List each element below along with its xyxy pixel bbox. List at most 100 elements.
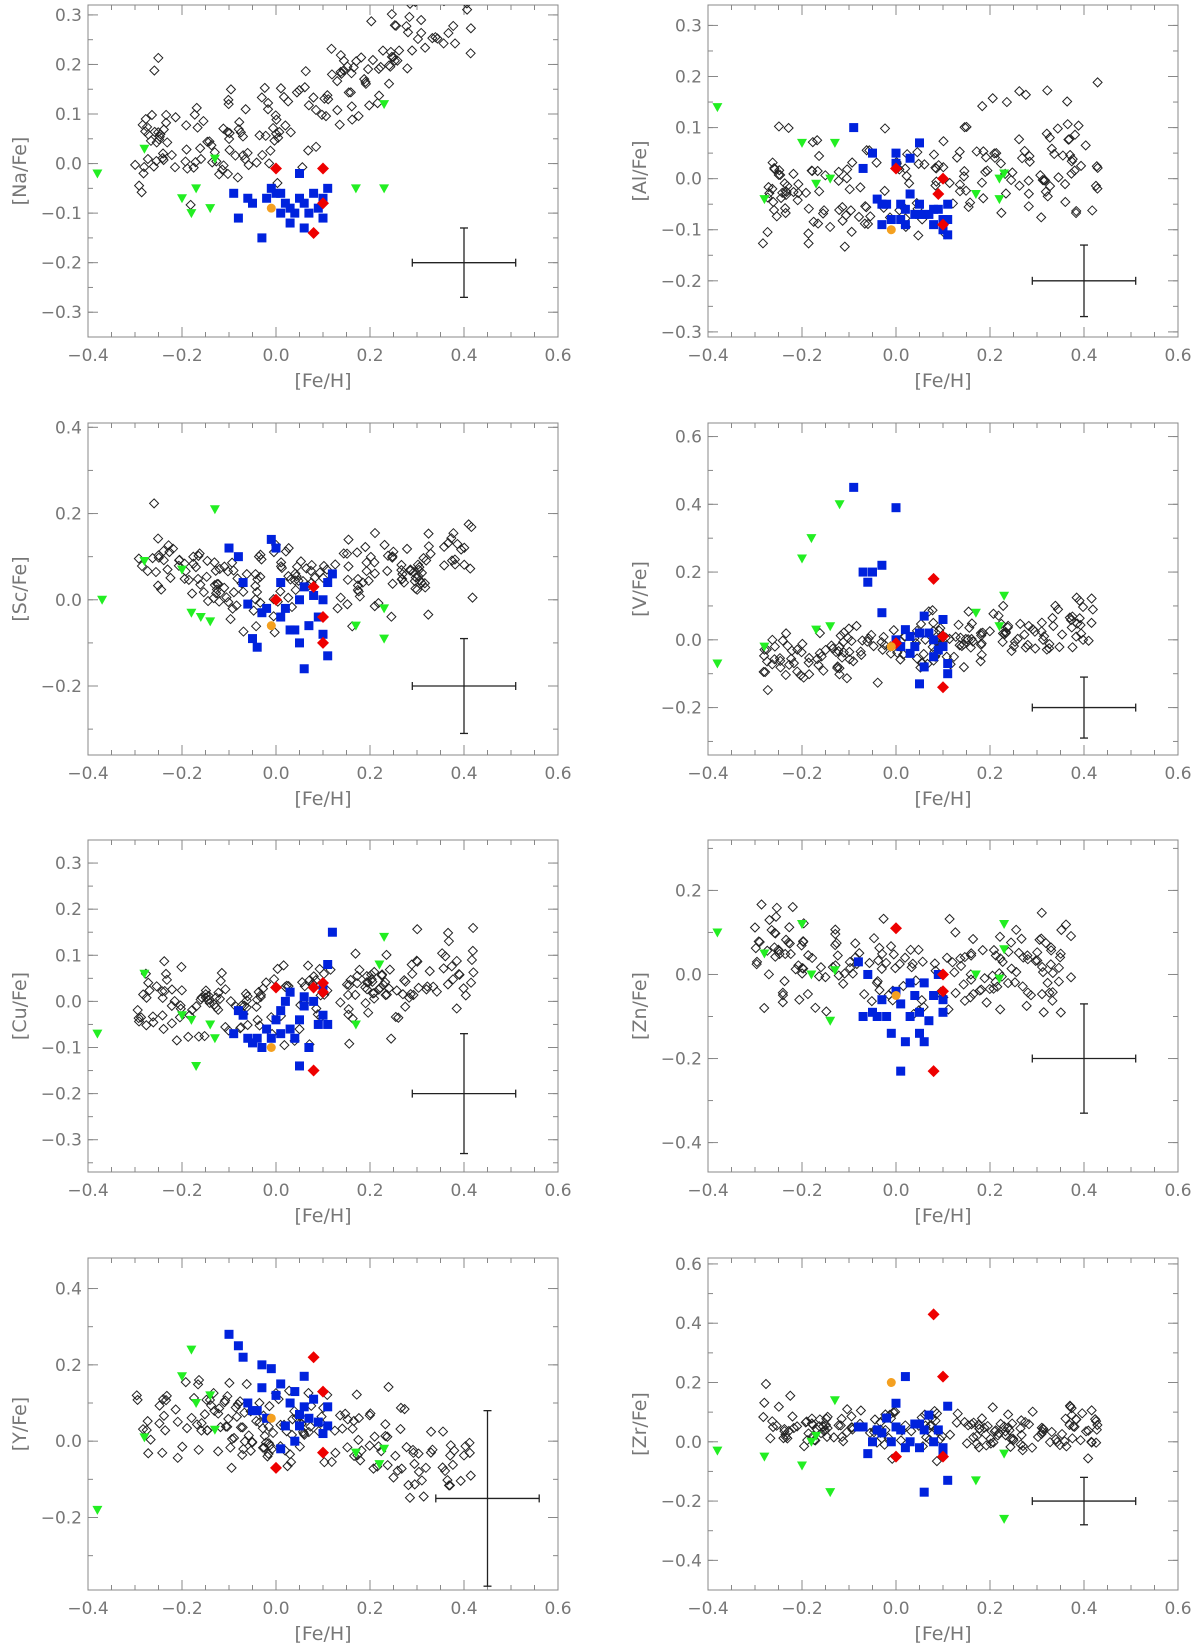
green-triangle-point bbox=[186, 1015, 197, 1025]
field-star-point bbox=[256, 554, 267, 565]
field-star-point bbox=[397, 989, 409, 1000]
field-star-point bbox=[213, 169, 225, 180]
field-star-point bbox=[179, 573, 190, 585]
field-star-point bbox=[129, 159, 141, 171]
field-star-point bbox=[166, 1000, 178, 1012]
green-triangle-point bbox=[999, 591, 1010, 601]
y-tick-label: 0.6 bbox=[675, 1255, 702, 1275]
field-star-point bbox=[230, 1402, 241, 1413]
field-star-point bbox=[259, 82, 270, 94]
red-diamond-point bbox=[307, 580, 320, 593]
field-star-point bbox=[251, 586, 263, 598]
field-star-point bbox=[235, 1422, 247, 1433]
field-star-point bbox=[342, 599, 353, 610]
field-star-point bbox=[1045, 942, 1057, 953]
green-triangle-point bbox=[191, 184, 202, 194]
x-tick-label: −0.2 bbox=[161, 346, 202, 366]
field-star-point bbox=[221, 592, 232, 603]
field-star-point bbox=[159, 1425, 171, 1436]
field-star-point bbox=[749, 922, 761, 933]
green-triangle-point bbox=[970, 608, 981, 618]
blue-square-point bbox=[849, 123, 859, 133]
field-star-point bbox=[1038, 1007, 1049, 1018]
field-star-point bbox=[260, 130, 271, 142]
field-star-point bbox=[894, 958, 905, 970]
blue-square-point bbox=[266, 534, 276, 544]
blue-square-point bbox=[919, 1487, 929, 1497]
field-star-point bbox=[989, 148, 1000, 159]
field-star-point bbox=[438, 963, 449, 974]
field-star-point bbox=[198, 586, 209, 598]
field-star-point bbox=[278, 91, 290, 103]
field-star-point bbox=[239, 1436, 251, 1447]
field-star-point bbox=[412, 559, 424, 570]
field-star-point bbox=[929, 958, 941, 969]
field-star-point bbox=[282, 96, 294, 107]
green-triangle-point bbox=[999, 1514, 1010, 1524]
blue-square-point bbox=[891, 1422, 901, 1432]
field-star-point bbox=[762, 684, 774, 696]
x-tick-label: 0.2 bbox=[356, 1599, 383, 1619]
field-star-point bbox=[803, 657, 814, 668]
field-star-point bbox=[1071, 592, 1082, 603]
field-star-point bbox=[1019, 145, 1030, 157]
field-star-point bbox=[1052, 604, 1064, 615]
field-star-point bbox=[413, 1466, 425, 1478]
field-star-point bbox=[773, 945, 785, 957]
field-star-point bbox=[1047, 995, 1058, 1006]
blue-square-point bbox=[853, 1422, 863, 1432]
field-star-point bbox=[144, 985, 155, 996]
field-star-point bbox=[275, 83, 287, 94]
field-star-point bbox=[220, 1021, 231, 1033]
field-star-point bbox=[141, 992, 152, 1003]
blue-square-point bbox=[905, 648, 915, 658]
field-star-point bbox=[173, 560, 185, 572]
blue-square-point bbox=[323, 578, 333, 588]
field-star-point bbox=[252, 574, 263, 585]
field-star-point bbox=[798, 1441, 810, 1452]
field-star-point bbox=[212, 1004, 224, 1016]
field-star-point bbox=[383, 1381, 394, 1393]
blue-square-point bbox=[271, 543, 281, 553]
field-star-point bbox=[961, 1438, 973, 1449]
x-tick-label: −0.4 bbox=[687, 346, 728, 366]
green-triangle-point bbox=[139, 969, 150, 979]
field-star-point bbox=[242, 991, 253, 1002]
field-star-point bbox=[793, 960, 804, 971]
field-star-point bbox=[1014, 618, 1026, 630]
field-star-point bbox=[352, 573, 364, 585]
field-star-point bbox=[230, 150, 241, 161]
green-triangle-point bbox=[825, 1016, 836, 1026]
field-star-point bbox=[1036, 626, 1047, 637]
field-star-point bbox=[941, 952, 953, 963]
field-star-point bbox=[1032, 1431, 1044, 1443]
red-diamond-point bbox=[937, 630, 949, 643]
blue-square-point bbox=[257, 1383, 267, 1393]
field-star-point bbox=[415, 14, 427, 26]
field-star-point bbox=[846, 1411, 857, 1422]
panel-cu: −0.4 −0.2 0.0 0.2 0.4 0.6−0.3−0.2−0.10.00.10.… bbox=[9, 839, 572, 1227]
blue-square-point bbox=[295, 193, 304, 203]
field-star-point bbox=[762, 945, 773, 956]
field-star-point bbox=[885, 941, 897, 952]
field-star-point bbox=[240, 104, 251, 115]
green-triangle-point bbox=[379, 1444, 390, 1454]
y-tick-label: 0.0 bbox=[55, 591, 82, 611]
field-star-point bbox=[1067, 611, 1078, 622]
field-star-point bbox=[409, 575, 421, 587]
field-star-point bbox=[192, 122, 203, 133]
x-axis-title: [Fe/H] bbox=[294, 1623, 351, 1645]
field-star-point bbox=[390, 1011, 402, 1023]
x-tick-label: 0.4 bbox=[1070, 764, 1097, 784]
field-star-point bbox=[777, 635, 788, 646]
field-star-point bbox=[224, 127, 235, 139]
field-star-point bbox=[777, 997, 789, 1008]
field-star-point bbox=[1036, 617, 1048, 628]
field-star-point bbox=[194, 548, 205, 559]
blue-square-point bbox=[943, 199, 953, 209]
field-star-point bbox=[837, 215, 848, 226]
field-star-point bbox=[338, 65, 349, 76]
field-star-point bbox=[812, 218, 824, 229]
x-axis-title: [Fe/H] bbox=[914, 370, 971, 392]
field-star-point bbox=[148, 1017, 159, 1028]
